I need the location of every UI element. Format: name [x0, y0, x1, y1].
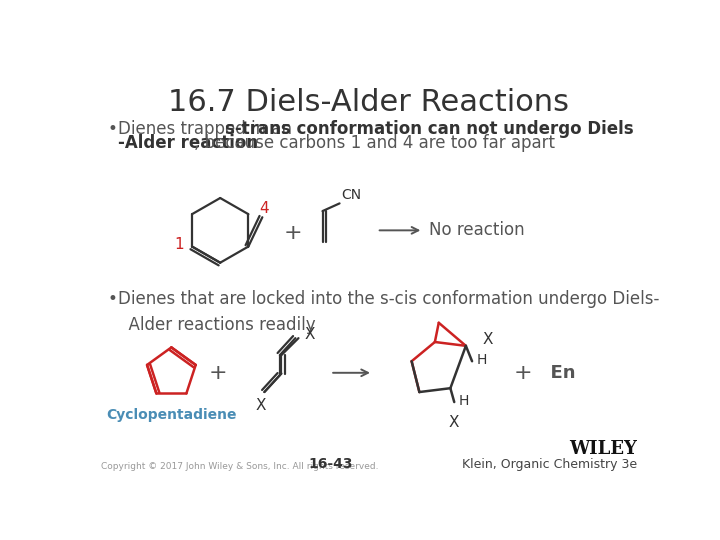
Text: +: +	[284, 222, 302, 242]
Text: s-trans conformation can not undergo Diels: s-trans conformation can not undergo Die…	[225, 120, 633, 138]
Text: Dienes trapped in an: Dienes trapped in an	[118, 120, 297, 138]
Text: +: +	[209, 363, 228, 383]
Text: H: H	[477, 353, 487, 367]
Text: CN: CN	[341, 188, 361, 202]
Text: No reaction: No reaction	[429, 221, 525, 239]
Text: +: +	[513, 363, 532, 383]
Text: WILEY: WILEY	[570, 440, 637, 457]
Text: X: X	[449, 415, 459, 430]
Text: X: X	[483, 332, 493, 347]
Text: , because carbons 1 and 4 are too far apart: , because carbons 1 and 4 are too far ap…	[194, 134, 555, 152]
Text: 16.7 Diels-Alder Reactions: 16.7 Diels-Alder Reactions	[168, 88, 570, 117]
Text: X: X	[305, 327, 315, 342]
Text: H: H	[458, 394, 469, 408]
Text: X: X	[256, 398, 266, 413]
Text: -Alder reaction: -Alder reaction	[118, 134, 258, 152]
Text: Copyright © 2017 John Wiley & Sons, Inc. All rights reserved.: Copyright © 2017 John Wiley & Sons, Inc.…	[101, 462, 378, 471]
Text: 16-43: 16-43	[308, 457, 353, 471]
Text: 4: 4	[259, 200, 269, 215]
Text: Klein, Organic Chemistry 3e: Klein, Organic Chemistry 3e	[462, 458, 637, 471]
Text: 1: 1	[175, 238, 184, 253]
Text: •: •	[107, 291, 117, 308]
Text: En: En	[538, 364, 575, 382]
Text: Cyclopentadiene: Cyclopentadiene	[106, 408, 237, 422]
Text: Dienes that are locked into the s-cis conformation undergo Diels-
  Alder reacti: Dienes that are locked into the s-cis co…	[118, 291, 660, 334]
Text: •: •	[107, 120, 117, 138]
